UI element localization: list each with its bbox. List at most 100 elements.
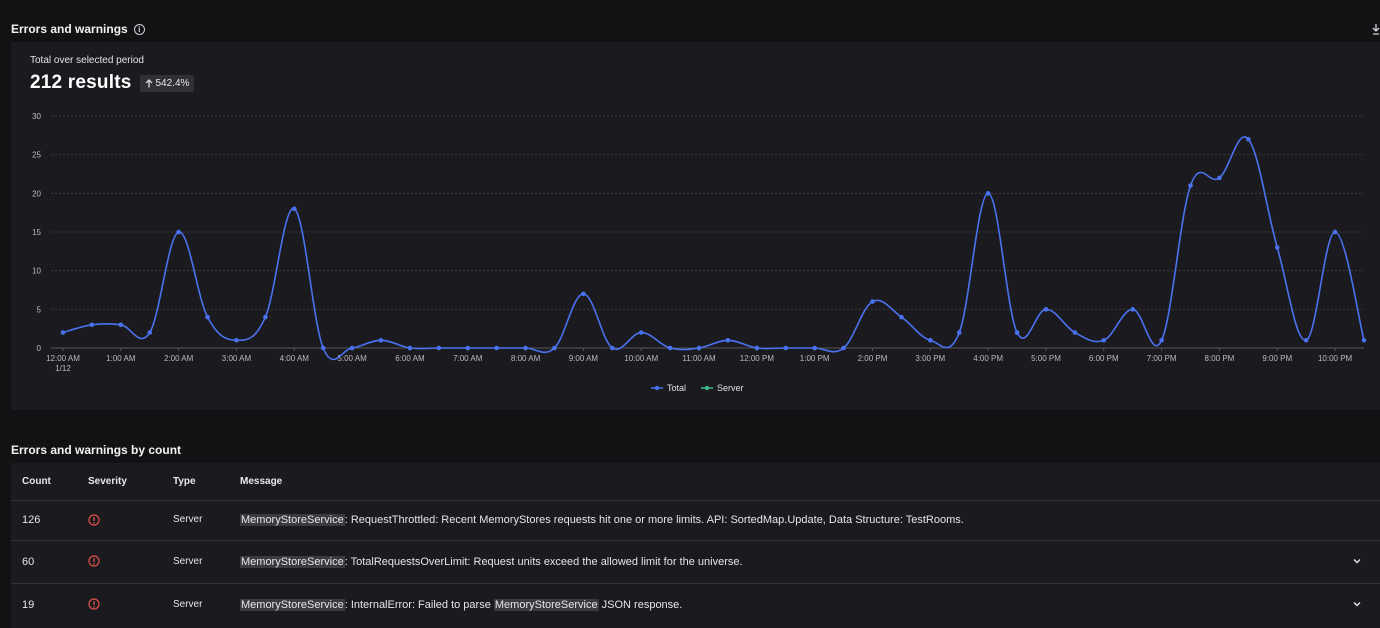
x-tick-label: 11:00 AM: [682, 354, 716, 363]
data-point: [205, 314, 210, 320]
data-point: [118, 322, 124, 328]
data-point: [1159, 337, 1164, 343]
data-point: [1246, 136, 1251, 142]
section-title-text: Errors and warnings: [11, 22, 128, 36]
x-tick-label: 7:00 AM: [453, 354, 483, 363]
data-point: [320, 345, 326, 351]
x-tick-label: 9:00 PM: [1262, 354, 1292, 363]
row-count: 60: [22, 556, 35, 568]
results-count: 212 results: [30, 72, 132, 93]
data-point: [523, 345, 528, 351]
table-header: Count Severity Type Message: [11, 463, 1380, 501]
errors-table: Count Severity Type Message 126 Server M…: [11, 463, 1380, 628]
data-point: [1101, 337, 1107, 343]
y-tick-label: 10: [32, 267, 41, 276]
table-row[interactable]: 60 Server MemoryStoreService: TotalReque…: [11, 541, 1380, 584]
y-tick-label: 5: [37, 305, 42, 314]
data-point: [234, 337, 239, 343]
column-header-type[interactable]: Type: [173, 476, 196, 487]
column-header-count[interactable]: Count: [22, 476, 51, 487]
data-point: [349, 345, 355, 351]
data-point: [436, 345, 442, 351]
data-point: [1043, 307, 1049, 312]
data-point: [610, 345, 615, 351]
x-tick-sublabel: 1/12: [55, 364, 71, 373]
x-tick-label: 4:00 AM: [280, 354, 310, 363]
service-name: MemoryStoreService: [240, 556, 345, 568]
data-point: [494, 345, 499, 351]
data-point: [176, 229, 181, 235]
change-badge: 542.4%: [139, 74, 195, 92]
data-point: [985, 191, 991, 196]
data-point: [754, 345, 760, 351]
service-name: MemoryStoreService: [493, 599, 599, 611]
data-point: [696, 345, 702, 351]
row-message: MemoryStoreService: RequestThrottled: Re…: [240, 514, 964, 526]
x-tick-label: 9:00 AM: [569, 354, 599, 363]
data-point: [1188, 183, 1193, 188]
x-tick-label: 1:00 PM: [800, 354, 830, 363]
x-tick-label: 5:00 AM: [337, 354, 367, 363]
error-circle-icon: [88, 555, 100, 567]
service-name: MemoryStoreService: [240, 599, 345, 611]
y-tick-label: 30: [32, 112, 41, 121]
data-point: [783, 345, 789, 351]
y-tick-label: 0: [37, 344, 42, 353]
x-tick-label: 7:00 PM: [1147, 354, 1177, 363]
data-point: [928, 337, 933, 343]
download-icon[interactable]: [1372, 22, 1380, 35]
error-circle-icon: [88, 598, 100, 610]
arrow-up-icon: [145, 78, 152, 87]
data-point: [263, 314, 268, 320]
data-point: [956, 330, 962, 335]
data-point: [1274, 245, 1280, 250]
table-row[interactable]: 19 Server MemoryStoreService: InternalEr…: [11, 584, 1380, 628]
chevron-down-icon[interactable]: [1352, 599, 1362, 609]
data-point: [667, 345, 673, 351]
data-point: [378, 337, 384, 343]
data-point: [812, 345, 817, 351]
x-tick-label: 10:00 PM: [1318, 354, 1353, 363]
data-point: [1303, 337, 1309, 343]
row-type: Server: [173, 514, 203, 525]
total-period-label: Total over selected period: [30, 55, 144, 66]
x-tick-label: 12:00 AM: [46, 354, 80, 363]
x-tick-label: 3:00 AM: [222, 354, 252, 363]
x-tick-label: 8:00 AM: [511, 354, 541, 363]
row-message: MemoryStoreService: InternalError: Faile…: [240, 599, 682, 611]
data-point: [841, 345, 846, 351]
data-point: [1072, 330, 1078, 335]
legend-dot-server: [704, 385, 710, 391]
column-header-message[interactable]: Message: [240, 476, 283, 487]
x-tick-label: 2:00 PM: [858, 354, 888, 363]
data-point: [1361, 337, 1367, 343]
table-row[interactable]: 126 Server MemoryStoreService: RequestTh…: [11, 501, 1380, 541]
data-point: [291, 206, 297, 212]
column-header-severity[interactable]: Severity: [88, 476, 127, 487]
data-point: [465, 345, 471, 351]
chevron-down-icon[interactable]: [1352, 556, 1362, 566]
message-text: : InternalError: Failed to parse: [344, 599, 494, 611]
info-icon[interactable]: i: [133, 23, 145, 35]
data-point: [89, 322, 95, 328]
data-point: [1332, 229, 1338, 235]
errors-warnings-title: Errors and warnings i: [11, 22, 145, 36]
table-section-title: Errors and warnings by count: [11, 443, 182, 457]
data-point: [1014, 330, 1020, 335]
data-point: [638, 330, 644, 335]
x-tick-label: 6:00 PM: [1089, 354, 1119, 363]
service-name: MemoryStoreService: [240, 514, 345, 526]
legend-label-total: Total: [667, 383, 686, 393]
row-type: Server: [173, 556, 203, 567]
data-point: [725, 337, 731, 343]
row-count: 126: [22, 514, 41, 526]
data-point: [147, 330, 153, 335]
x-tick-label: 8:00 PM: [1205, 354, 1235, 363]
x-tick-label: 4:00 PM: [973, 354, 1003, 363]
error-circle-icon: [88, 514, 100, 526]
row-message: MemoryStoreService: TotalRequestsOverLim…: [240, 556, 743, 568]
change-value: 542.4%: [155, 77, 190, 89]
data-point: [407, 345, 413, 351]
series-line-total: [62, 136, 1365, 361]
x-tick-label: 2:00 AM: [164, 354, 194, 363]
